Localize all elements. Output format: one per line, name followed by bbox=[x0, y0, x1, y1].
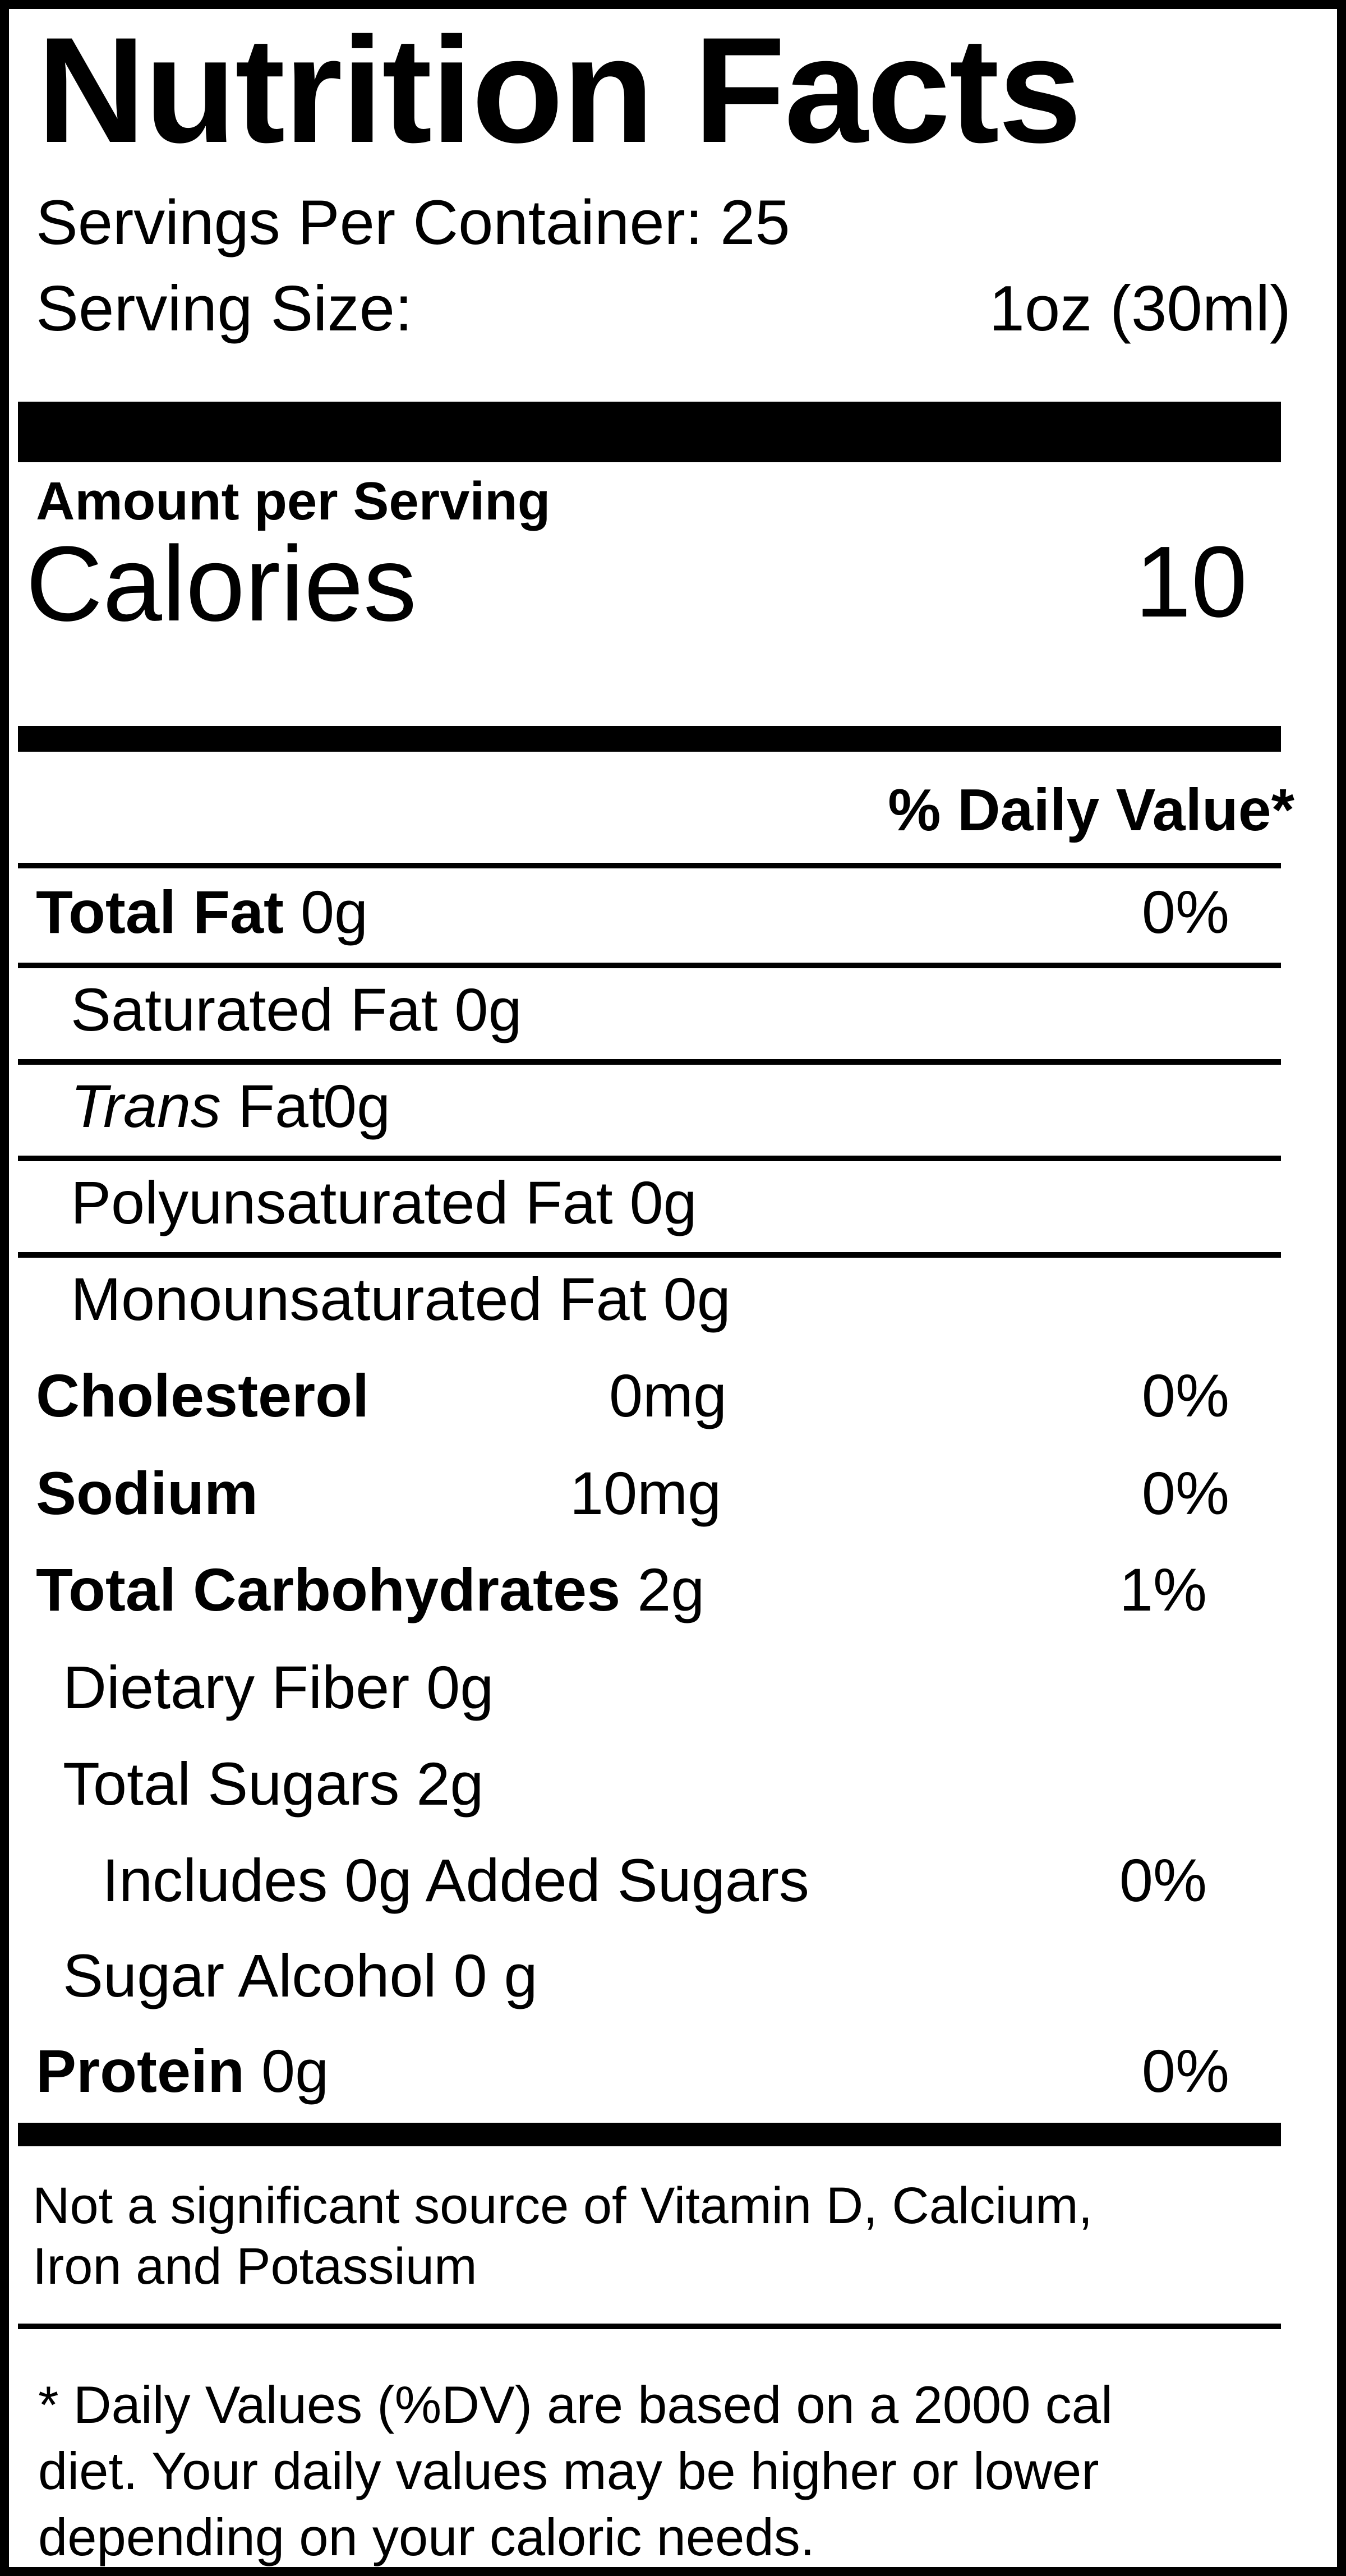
row-total-fat: Total Fat 0g 0% bbox=[9, 882, 1290, 949]
serving-size-label: Serving Size: bbox=[36, 273, 413, 344]
row-total-carbohydrates: Total Carbohydrates 2g 1% bbox=[9, 1560, 1290, 1627]
row-added-sugars-text: Includes 0g Added Sugars bbox=[102, 1846, 809, 1914]
daily-value-header: % Daily Value* bbox=[888, 777, 1294, 843]
row-protein-pct: 0% bbox=[1141, 2037, 1229, 2105]
row-dietary-fiber: Dietary Fiber 0g bbox=[9, 1657, 1290, 1724]
divider-above-saturated-fat bbox=[18, 963, 1281, 968]
header-thick-bar bbox=[18, 402, 1281, 462]
row-sugar-alcohol: Sugar Alcohol 0 g bbox=[9, 1945, 1290, 2013]
row-dietary-fiber-text: Dietary Fiber 0g bbox=[63, 1653, 494, 1721]
row-cholesterol-text: Cholesterol bbox=[36, 1361, 370, 1429]
divider-above-total-fat bbox=[18, 863, 1281, 868]
row-protein: Protein 0g 0% bbox=[9, 2041, 1290, 2108]
serving-size-row: Serving Size: 1oz (30ml) bbox=[36, 277, 1291, 341]
serving-size-value: 1oz (30ml) bbox=[989, 273, 1292, 344]
row-total-carbohydrates-text: Total Carbohydrates 2g bbox=[36, 1556, 705, 1623]
row-monounsaturated-fat: Monounsaturated Fat 0g bbox=[9, 1269, 1290, 1336]
page-title: Nutrition Facts bbox=[37, 6, 1082, 174]
row-total-carbohydrates-pct: 1% bbox=[1119, 1556, 1207, 1623]
row-cholesterol-amount: 0mg bbox=[609, 1361, 727, 1429]
row-sodium: Sodium 10mg 0% bbox=[9, 1463, 1290, 1530]
row-monounsaturated-fat-text: Monounsaturated Fat 0g bbox=[71, 1265, 731, 1333]
row-total-sugars: Total Sugars 2g bbox=[9, 1754, 1290, 1821]
divider-above-polyunsaturated-fat bbox=[18, 1156, 1281, 1161]
calories-bottom-bar bbox=[18, 726, 1281, 752]
daily-value-footnote: * Daily Values (%DV) are based on a 2000… bbox=[38, 2375, 1113, 2566]
row-protein-text: Protein 0g bbox=[36, 2037, 329, 2105]
row-cholesterol: Cholesterol 0mg 0% bbox=[9, 1365, 1290, 1433]
row-total-fat-pct: 0% bbox=[1141, 878, 1229, 946]
protein-bottom-bar bbox=[18, 2123, 1281, 2146]
row-sodium-text: Sodium bbox=[36, 1459, 258, 1527]
row-trans-fat-text: Trans Fat bbox=[71, 1072, 326, 1140]
row-polyunsaturated-fat-text: Polyunsaturated Fat 0g bbox=[71, 1169, 697, 1236]
divider-above-trans-fat bbox=[18, 1059, 1281, 1065]
row-added-sugars: Includes 0g Added Sugars 0% bbox=[9, 1850, 1290, 1917]
row-added-sugars-pct: 0% bbox=[1119, 1846, 1207, 1914]
row-saturated-fat: Saturated Fat 0g bbox=[9, 979, 1290, 1047]
amount-per-serving-label: Amount per Serving bbox=[36, 471, 551, 531]
divider-above-footnote bbox=[18, 2324, 1281, 2329]
row-sugar-alcohol-text: Sugar Alcohol 0 g bbox=[63, 1942, 538, 2009]
row-trans-fat-amount: 0g bbox=[323, 1072, 391, 1140]
calories-value: 10 bbox=[1135, 526, 1247, 638]
row-polyunsaturated-fat: Polyunsaturated Fat 0g bbox=[9, 1172, 1290, 1240]
row-cholesterol-pct: 0% bbox=[1141, 1361, 1229, 1429]
row-trans-fat: Trans Fat 0g bbox=[9, 1076, 1290, 1143]
not-significant-note: Not a significant source of Vitamin D, C… bbox=[33, 2177, 1093, 2295]
row-total-fat-text: Total Fat 0g bbox=[36, 878, 368, 946]
row-sodium-pct: 0% bbox=[1141, 1459, 1229, 1527]
divider-above-monounsaturated-fat bbox=[18, 1252, 1281, 1258]
calories-row: Calories 10 bbox=[26, 531, 1282, 637]
row-sodium-amount: 10mg bbox=[570, 1459, 722, 1527]
servings-per-container: Servings Per Container: 25 bbox=[36, 187, 790, 257]
calories-label: Calories bbox=[26, 525, 417, 643]
row-total-sugars-text: Total Sugars 2g bbox=[63, 1750, 484, 1818]
row-saturated-fat-text: Saturated Fat 0g bbox=[71, 976, 522, 1043]
